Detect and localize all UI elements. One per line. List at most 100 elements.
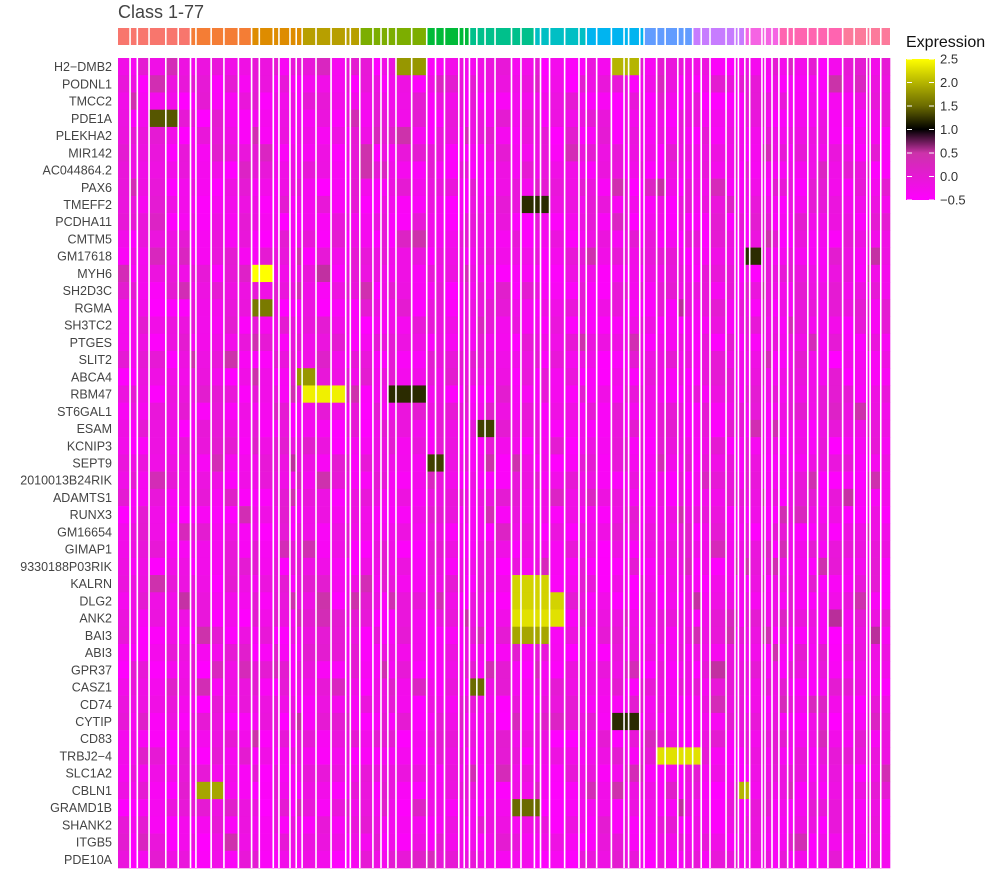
heatmap-cell <box>259 764 274 783</box>
heatmap-cell <box>578 609 587 628</box>
heatmap-cell <box>211 661 225 679</box>
heatmap-cell <box>211 385 225 403</box>
heatmap-cell <box>195 419 212 438</box>
heatmap-cell <box>744 816 751 834</box>
heatmap-cell <box>149 126 167 145</box>
heatmap-cell <box>684 437 693 455</box>
heatmap-cell <box>137 523 150 541</box>
heatmap-cell <box>395 609 412 628</box>
heatmap-cell <box>765 161 773 179</box>
heatmap-cell <box>880 592 891 610</box>
heatmap-cell <box>793 730 809 748</box>
heatmap-cell <box>772 247 780 266</box>
heatmap-cell <box>345 144 351 162</box>
heatmap-cell <box>359 540 374 559</box>
heatmap-cell <box>738 144 746 162</box>
heatmap-cell <box>165 540 179 559</box>
heatmap-cell <box>549 712 565 731</box>
heatmap-cell <box>273 609 280 628</box>
heatmap-cell <box>296 230 303 248</box>
heatmap-cell <box>665 471 679 490</box>
heatmap-cell <box>238 92 252 111</box>
heatmap-cell <box>749 144 763 162</box>
heatmap-cell <box>656 299 666 317</box>
heatmap-cell <box>749 695 763 714</box>
heatmap-cell <box>842 144 855 162</box>
heatmap-cell <box>350 747 361 765</box>
heatmap-cell <box>870 178 882 197</box>
heatmap-cell <box>665 109 679 128</box>
heatmap-cell <box>596 661 612 679</box>
heatmap-cell <box>259 712 274 731</box>
heatmap-cell <box>476 230 486 248</box>
class-bar-segment <box>726 28 736 45</box>
heatmap-cell <box>866 178 871 197</box>
heatmap-cell <box>372 350 382 369</box>
heatmap-cell <box>289 282 297 300</box>
heatmap-cell <box>564 575 580 593</box>
heatmap-cell <box>880 385 891 403</box>
heatmap-cell <box>807 661 818 679</box>
heatmap-cell <box>677 833 685 852</box>
heatmap-cell <box>118 161 131 179</box>
heatmap-cell <box>495 299 512 317</box>
heatmap-cell <box>289 488 297 507</box>
heatmap-cell <box>137 781 150 800</box>
heatmap-cell <box>735 247 739 266</box>
chart-title: Class 1-77 <box>118 2 205 22</box>
heatmap-cell <box>435 385 445 403</box>
heatmap-cell <box>772 695 780 714</box>
heatmap-cell <box>564 695 580 714</box>
heatmap-cell <box>137 799 150 817</box>
heatmap-cell <box>817 161 829 179</box>
heatmap-cell <box>866 213 871 231</box>
heatmap-cell <box>458 316 465 335</box>
heatmap-cell <box>289 109 297 128</box>
heatmap-cell <box>238 109 252 128</box>
heatmap-cell <box>190 454 197 472</box>
heatmap-cell <box>787 730 795 748</box>
heatmap-cell <box>772 437 780 455</box>
heatmap-cell <box>485 678 496 696</box>
heatmap-cell <box>644 264 657 283</box>
heatmap-cell <box>749 730 763 748</box>
heatmap-cell <box>476 247 486 266</box>
heatmap-cell <box>611 437 625 455</box>
heatmap-cell <box>278 712 291 731</box>
heatmap-cell <box>866 58 871 76</box>
heatmap-cell <box>738 385 746 403</box>
heatmap-cell <box>611 75 625 93</box>
heatmap-cell <box>495 781 512 800</box>
heatmap-cell <box>870 557 882 576</box>
heatmap-cell <box>656 75 666 93</box>
heatmap-cell <box>476 213 486 231</box>
heatmap-cell <box>444 126 460 145</box>
heatmap-cell <box>289 609 297 628</box>
heatmap-cell <box>787 92 795 111</box>
heatmap-cell <box>211 540 225 559</box>
heatmap-cell <box>190 213 197 231</box>
heatmap-cell <box>761 695 766 714</box>
heatmap-cell <box>350 316 361 335</box>
heatmap-cell <box>710 419 727 438</box>
heatmap-cell <box>511 506 522 524</box>
heatmap-cell <box>744 161 751 179</box>
legend-tick-label: 1.5 <box>940 99 958 114</box>
heatmap-cell <box>273 264 280 283</box>
class-bar-segment <box>549 28 565 45</box>
heatmap-cell <box>596 747 612 765</box>
heatmap-cell <box>395 661 412 679</box>
heatmap-cell <box>223 678 239 696</box>
heatmap-cell <box>130 661 138 679</box>
heatmap-cell <box>665 264 679 283</box>
heatmap-cell <box>778 316 788 335</box>
heatmap-cell <box>880 540 891 559</box>
heatmap-cell <box>665 368 679 386</box>
heatmap-cell <box>178 695 191 714</box>
heatmap-cell <box>639 213 645 231</box>
class-bar-segment <box>211 28 224 45</box>
heatmap-cell <box>842 850 855 869</box>
heatmap-cell <box>165 350 179 369</box>
heatmap-cell <box>866 454 871 472</box>
heatmap-cell <box>665 643 679 662</box>
